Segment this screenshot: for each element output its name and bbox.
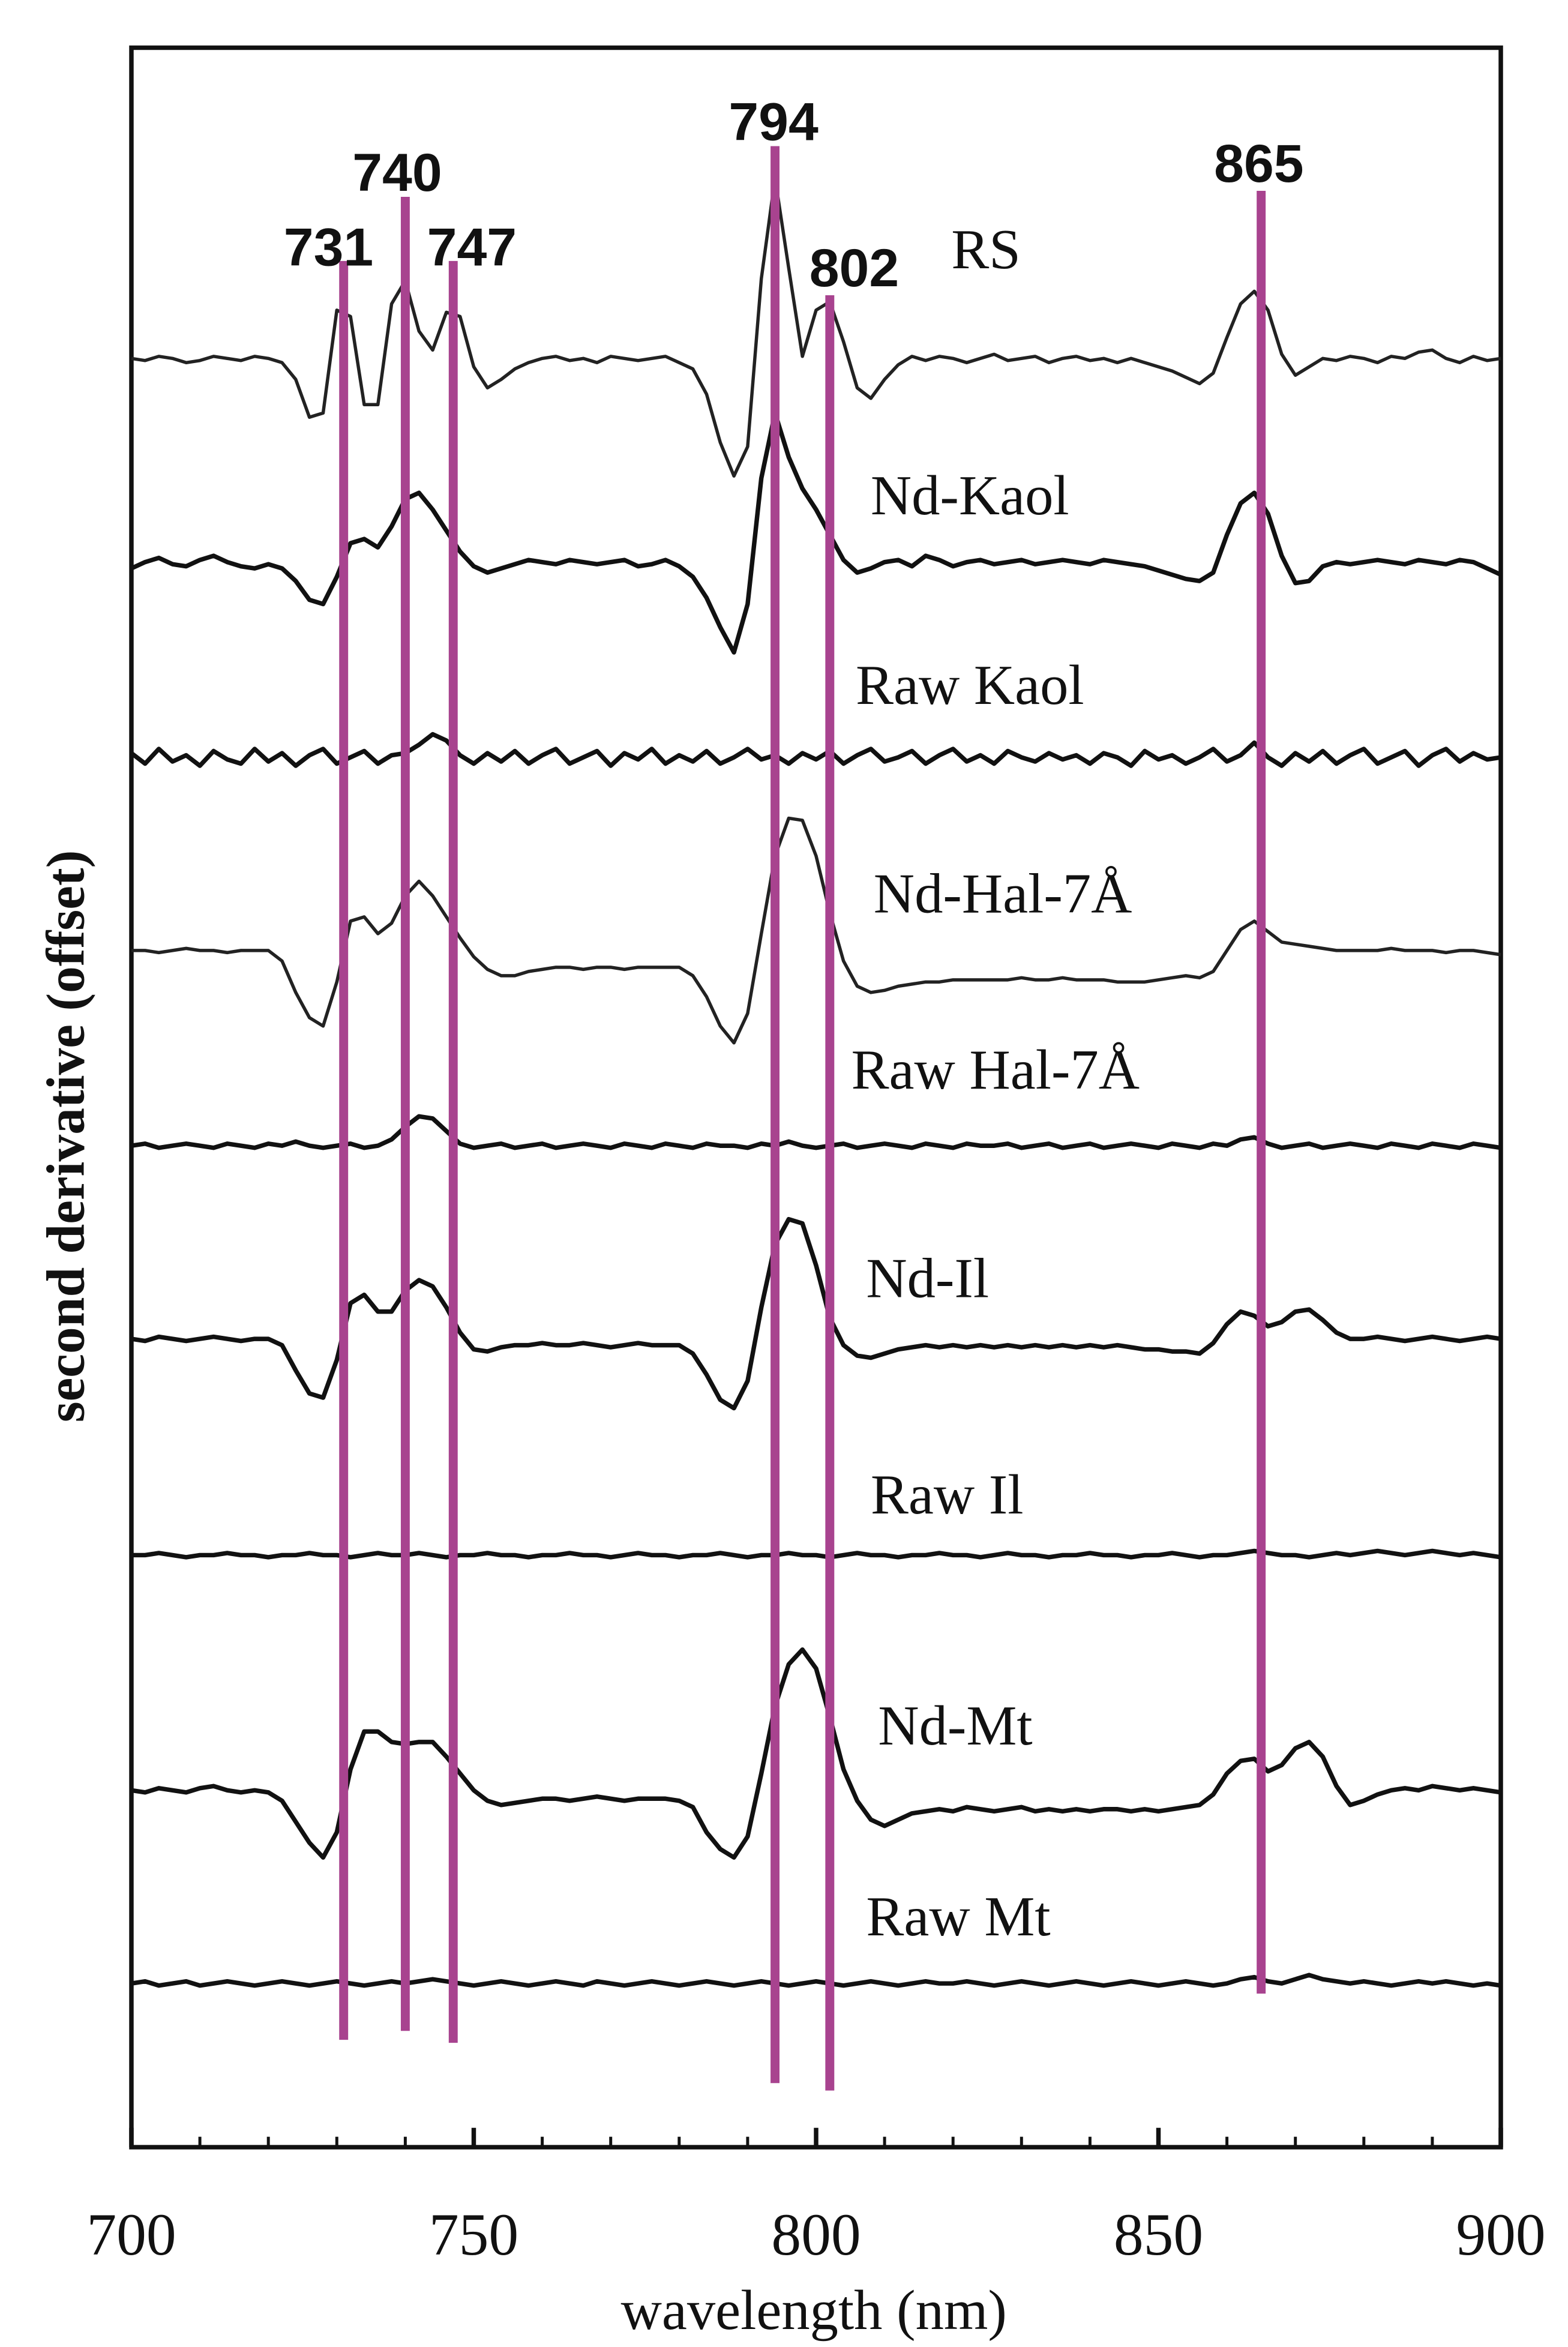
series-label: Raw Kaol [856,654,1084,717]
series-label: Raw Il [871,1464,1024,1526]
series-line [131,1647,1501,1860]
peak-label: 865 [1214,133,1303,193]
peak-label: 747 [427,217,517,277]
x-tick-label: 800 [771,2201,861,2268]
series-line [131,176,1501,478]
series-line [131,1973,1501,1988]
peak-label: 802 [810,238,899,298]
y-axis-title: second derivative (offset) [36,850,95,1423]
series-line [130,410,1502,655]
series-line [131,1216,1501,1411]
series-line [131,1114,1501,1150]
series-label: Nd-Mt [878,1695,1032,1757]
series-label: Raw Hal-7Å [851,1039,1140,1101]
peak-label: 731 [284,217,373,277]
series-label: Raw Mt [866,1886,1050,1948]
series-label: Nd-Kaol [871,464,1069,527]
x-tick-label: 750 [429,2201,518,2268]
x-tick-label: 900 [1456,2201,1545,2268]
series-label: Nd-Hal-7Å [874,863,1132,925]
peak-label: 740 [352,142,442,202]
series-line [131,816,1501,1045]
x-tick-label: 700 [86,2201,176,2268]
series-label: Nd-Il [866,1248,989,1310]
x-tick-label: 850 [1114,2201,1203,2268]
peak-label: 794 [728,92,819,152]
series-label: RS [951,218,1021,281]
series-line [130,732,1501,768]
x-axis-title: wavelength (nm) [621,2279,1007,2342]
series-line [131,1548,1501,1560]
